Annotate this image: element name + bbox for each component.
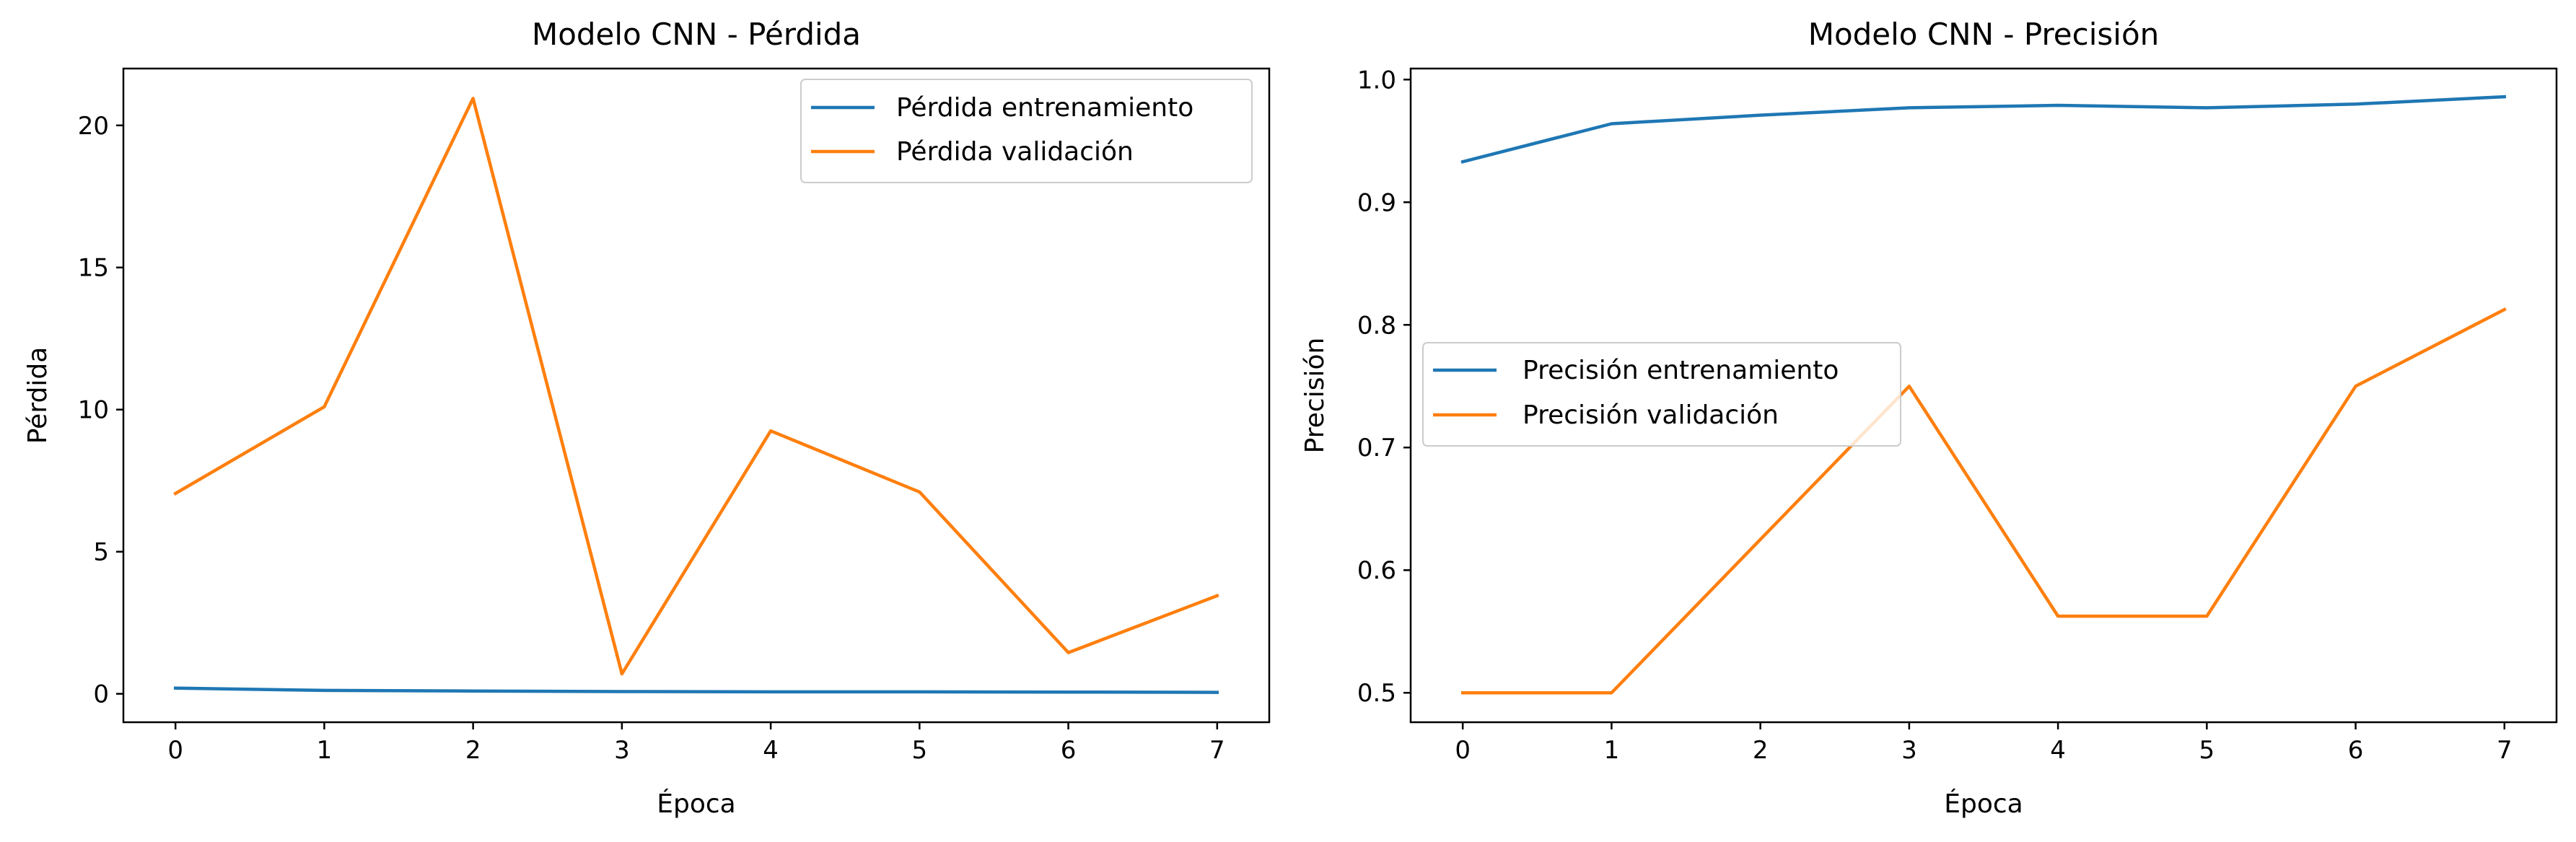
x-tick-label: 3 <box>1901 736 1917 765</box>
legend-label: Pérdida validación <box>896 137 1134 167</box>
x-tick-label: 2 <box>465 736 481 765</box>
chart-title: Modelo CNN - Precisión <box>1808 17 2160 52</box>
series-line-0 <box>173 686 1219 694</box>
y-tick-label: 20 <box>78 112 109 141</box>
series-line-0 <box>1460 95 2507 164</box>
legend-frame <box>1422 342 1901 447</box>
x-tick-label: 7 <box>2497 736 2513 765</box>
y-tick-label: 0.5 <box>1357 679 1396 708</box>
y-tick-label: 0.6 <box>1357 556 1396 585</box>
series-line-1 <box>173 97 1219 676</box>
x-tick-label: 5 <box>2199 736 2215 765</box>
x-axis-ticks: 0 1 2 3 4 5 6 7 <box>1455 722 2513 765</box>
y-axis-ticks: 0 5 10 15 20 <box>78 112 123 709</box>
x-tick-label: 4 <box>763 736 779 765</box>
x-tick-label: 1 <box>1604 736 1620 765</box>
y-tick-label: 0 <box>93 680 109 709</box>
y-tick-label: 0.9 <box>1357 188 1396 217</box>
y-tick-label: 5 <box>93 538 109 567</box>
x-tick-label: 2 <box>1753 736 1769 765</box>
chart-title: Modelo CNN - Pérdida <box>532 17 861 52</box>
x-tick-label: 0 <box>1455 736 1471 765</box>
x-axis-label: Época <box>1944 789 2023 819</box>
x-tick-label: 0 <box>167 736 183 765</box>
x-axis-ticks: 0 1 2 3 4 5 6 7 <box>167 722 1225 765</box>
y-axis-ticks: 0.5 0.6 0.7 0.8 0.9 1.0 <box>1357 66 1411 708</box>
x-tick-label: 6 <box>1061 736 1077 765</box>
x-tick-label: 3 <box>614 736 630 765</box>
x-axis-label: Época <box>657 789 735 819</box>
loss-chart: Modelo CNN - Pérdida 0 1 2 3 4 5 6 7 0 5 10 15 20 É… <box>23 17 1271 819</box>
x-tick-label: 6 <box>2348 736 2364 765</box>
axes-frame <box>1409 67 2558 724</box>
y-axis-label: Pérdida <box>23 347 53 444</box>
axes-frame <box>122 67 1271 724</box>
legend: Precisión entrenamiento Precisión valida… <box>1422 342 1901 447</box>
y-tick-label: 0.7 <box>1357 434 1396 462</box>
y-axis-label: Precisión <box>1300 338 1330 454</box>
y-tick-label: 10 <box>78 396 109 425</box>
y-tick-label: 0.8 <box>1357 311 1396 340</box>
y-tick-label: 15 <box>78 254 109 283</box>
x-tick-label: 5 <box>912 736 928 765</box>
y-tick-label: 1.0 <box>1357 66 1396 95</box>
x-tick-label: 1 <box>317 736 333 765</box>
legend-frame <box>800 79 1253 183</box>
series-layer <box>1460 95 2507 695</box>
legend-label: Precisión validación <box>1523 400 1779 430</box>
series-line-1 <box>1460 307 2507 695</box>
legend-label: Precisión entrenamiento <box>1523 356 1839 385</box>
x-tick-label: 7 <box>1209 736 1225 765</box>
legend-label: Pérdida entrenamiento <box>896 93 1193 123</box>
legend: Pérdida entrenamiento Pérdida validación <box>800 79 1253 183</box>
series-layer <box>173 97 1219 694</box>
x-tick-label: 4 <box>2050 736 2066 765</box>
